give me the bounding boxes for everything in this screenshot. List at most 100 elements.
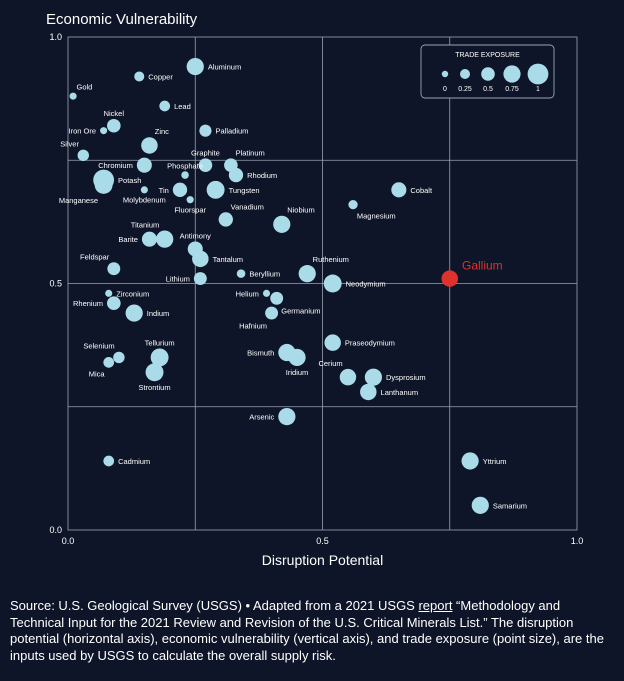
point-neodymium [323,274,342,293]
label-barite: Barite [118,235,138,244]
label-gallium: Gallium [462,259,503,273]
label-molybdenum: Molybdenum [123,195,166,204]
label-bismuth: Bismuth [247,349,274,358]
size-legend-marker [503,65,521,83]
point-aluminum [186,57,204,76]
point-cerium [339,368,357,386]
point-barite [141,231,157,247]
label-ruthenium: Ruthenium [313,255,349,264]
label-tin: Tin [159,186,169,195]
point-nickel [107,118,121,133]
point-strontium [145,363,164,382]
label-cadmium: Cadmium [118,457,150,466]
x-tick-label: 0.0 [62,536,75,546]
label-graphite: Graphite [191,148,220,157]
point-helium [262,289,271,297]
label-magnesium: Magnesium [357,211,396,220]
label-yttrium: Yttrium [483,457,507,466]
label-praseodymium: Praseodymium [345,339,395,348]
label-platinum: Platinum [236,148,265,157]
label-cobalt: Cobalt [410,186,433,195]
label-zinc: Zinc [155,127,169,136]
point-gallium [441,270,458,287]
label-cerium: Cerium [318,359,342,368]
point-vanadium [218,212,233,227]
label-germanium: Germanium [281,307,320,316]
point-gold [69,92,77,100]
size-legend-title: TRADE EXPOSURE [455,52,520,59]
label-tantalum: Tantalum [213,255,243,264]
label-potash: Potash [118,176,141,185]
x-tick-label: 1.0 [571,536,584,546]
label-samarium: Samarium [493,501,527,510]
point-arsenic [278,408,296,426]
point-lead [159,100,171,112]
point-mica [103,357,115,368]
point-graphite [198,158,213,172]
y-tick-label: 0.0 [49,525,62,535]
point-ruthenium [298,265,316,283]
point-phosphate [181,171,189,179]
chart-title: Economic Vulnerability [46,11,198,28]
point-beryllium [236,269,246,278]
label-strontium: Strontium [138,383,170,392]
point-tantalum [192,250,209,268]
size-legend-label: 0.25 [458,86,472,93]
label-tungsten: Tungsten [229,186,260,195]
label-helium: Helium [236,289,259,298]
label-mica: Mica [89,370,106,379]
label-zirconium: Zirconium [116,289,149,298]
label-feldspar: Feldspar [80,252,110,261]
point-dysprosium [364,368,382,386]
label-tellurium: Tellurium [145,338,175,347]
label-copper: Copper [148,72,173,81]
x-tick-label: 0.5 [316,536,329,546]
point-fluorspar [186,196,194,204]
label-fluorspar: Fluorspar [174,205,206,214]
size-legend-marker [441,70,449,78]
label-titanium: Titanium [131,221,159,230]
scatter-chart: Economic Vulnerability 0.0 0.5 1.0 0.0 0.5 1.0… [46,11,584,568]
point-zirconium [105,289,113,297]
point-chromium [136,157,152,173]
label-phosphate: Phosphate [167,161,203,170]
label-vanadium: Vanadium [231,202,264,211]
point-silver [77,149,89,162]
point-tungsten [206,180,225,199]
point-magnesium [348,199,358,210]
label-hafnium: Hafnium [239,322,267,331]
point-iridium [288,348,306,367]
label-lead: Lead [174,102,191,111]
size-legend-label: 0.5 [483,86,493,93]
point-molybdenum [140,186,148,194]
label-manganese: Manganese [59,196,98,205]
point-tin [172,182,188,197]
label-iron-ore: Iron Ore [69,127,97,136]
point-niobium [273,215,291,233]
point-cobalt [391,182,407,198]
label-arsenic: Arsenic [249,413,274,422]
source-rest: “Methodology and Technical Input for the… [10,598,604,663]
report-link[interactable]: report [418,598,453,613]
label-lithium: Lithium [166,275,190,284]
label-chromium: Chromium [98,161,133,170]
point-rhenium [107,296,121,311]
label-iridium: Iridium [286,368,309,377]
point-titanium [156,230,174,248]
label-indium: Indium [147,309,170,318]
source-lead: Source: U.S. Geological Survey (USGS) • … [10,598,419,613]
size-legend-marker [481,67,495,81]
label-neodymium: Neodymium [346,280,386,289]
y-tick-label: 1.0 [49,32,62,42]
point-tellurium [150,348,169,367]
label-lanthanum: Lanthanum [381,388,419,397]
point-iron-ore [100,127,108,135]
point-manganese [94,175,113,194]
point-cadmium [103,455,115,467]
label-rhodium: Rhodium [247,171,277,180]
size-legend-label: 1 [536,86,540,93]
label-selenium: Selenium [83,342,114,351]
label-gold: Gold [77,83,93,92]
y-tick-label: 0.5 [49,279,62,289]
size-legend-label: 0.75 [505,86,519,93]
